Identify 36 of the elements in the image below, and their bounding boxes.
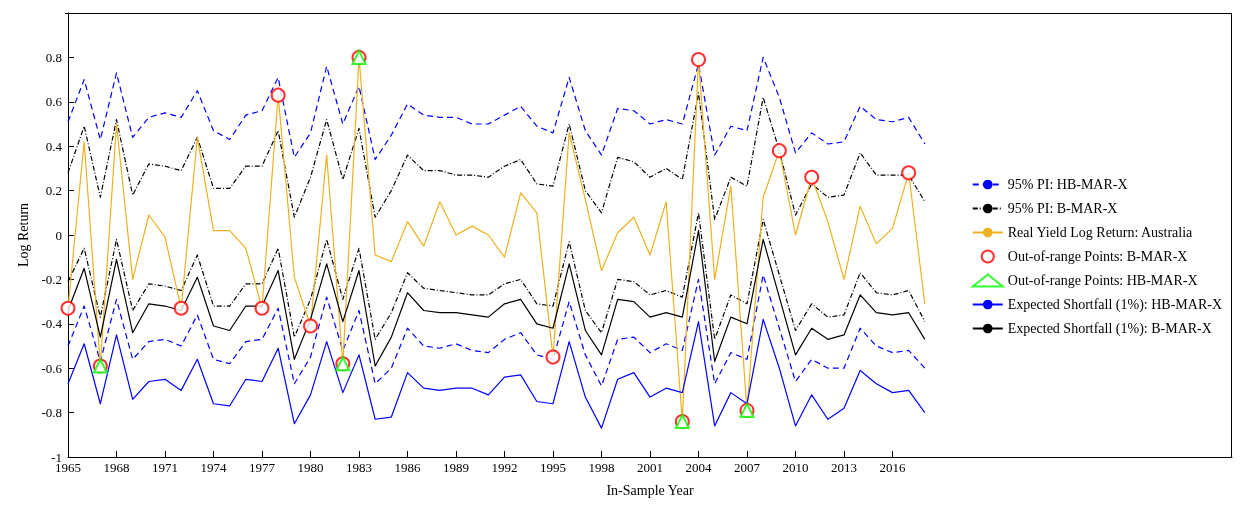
- y-tick-label: -1: [51, 449, 62, 465]
- y-tick-label: 0.2: [45, 183, 62, 199]
- y-tick-label: 0.8: [45, 49, 62, 65]
- x-tick-label: 1974: [200, 460, 227, 475]
- y-tick-label: -0.6: [41, 360, 63, 376]
- x-tick-label: 2001: [637, 460, 663, 475]
- x-tick-label: 1971: [152, 460, 178, 475]
- y-tick-label: -0.8: [41, 405, 62, 421]
- x-tick-label: 2004: [685, 460, 712, 475]
- x-tick-label: 2016: [879, 460, 906, 475]
- legend-label: 95% PI: B-MAR-X: [1007, 201, 1118, 216]
- x-tick-label: 1998: [588, 460, 615, 475]
- x-tick-label: 1992: [491, 460, 518, 475]
- x-tick-label: 2007: [734, 460, 761, 475]
- x-tick-label: 1995: [540, 460, 566, 475]
- x-tick-label: 1968: [103, 460, 130, 475]
- legend-label: Real Yield Log Return: Australia: [1007, 225, 1194, 240]
- y-tick-label: 0: [55, 227, 62, 243]
- x-tick-label: 1989: [443, 460, 469, 475]
- y-axis-title: Log Return: [15, 202, 31, 268]
- x-tick-label: 1986: [394, 460, 421, 475]
- legend-label: Expected Shortfall (1%): HB-MAR-X: [1007, 297, 1222, 313]
- y-tick-label: -0.2: [41, 271, 62, 287]
- x-tick-label: 1983: [346, 460, 372, 475]
- x-tick-label: 1980: [297, 460, 324, 475]
- legend-label: Expected Shortfall (1%): B-MAR-X: [1007, 321, 1212, 337]
- x-tick-label: 2010: [782, 460, 809, 475]
- legend-label: 95% PI: HB-MAR-X: [1007, 177, 1128, 192]
- legend-label: Out-of-range Points: B-MAR-X: [1007, 249, 1188, 264]
- x-tick-label: 2013: [831, 460, 857, 475]
- x-axis-title: In-Sample Year: [606, 482, 694, 498]
- y-tick-label: 0.6: [45, 94, 63, 110]
- y-tick-label: 0.4: [45, 138, 63, 154]
- y-tick-label: -0.4: [41, 316, 63, 332]
- x-tick-label: 1977: [249, 460, 276, 475]
- legend-label: Out-of-range Points: HB-MAR-X: [1007, 273, 1198, 288]
